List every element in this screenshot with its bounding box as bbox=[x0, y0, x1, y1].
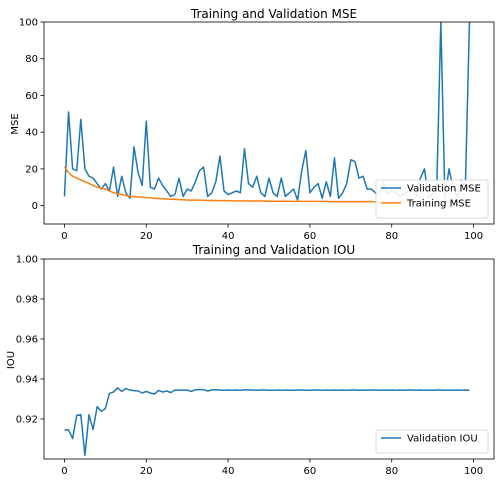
y-tick-label: 20 bbox=[25, 164, 38, 175]
axes-frame bbox=[43, 21, 495, 225]
x-tick-label: 100 bbox=[464, 231, 483, 242]
y-tick-label: 60 bbox=[25, 91, 38, 102]
y-tick-label: 0.98 bbox=[16, 295, 38, 306]
y-tick-label: 1.00 bbox=[16, 255, 38, 266]
axis-ticks: 0 20 40 60 80 100 0.92 0.94 0.96 0.98 1.00 bbox=[16, 255, 483, 478]
y-tick-label: 0.94 bbox=[16, 375, 38, 386]
iou-chart-panel: Training and Validation IOU IOU 0 20 40 60 8… bbox=[6, 243, 495, 478]
legend: Validation IOU bbox=[375, 429, 489, 454]
axes-frame bbox=[43, 258, 495, 460]
y-tick-label: 100 bbox=[19, 18, 38, 29]
x-tick-label: 80 bbox=[385, 466, 398, 477]
chart-title: Training and Validation IOU bbox=[192, 243, 355, 257]
x-tick-label: 20 bbox=[140, 231, 153, 242]
x-tick-label: 60 bbox=[304, 466, 317, 477]
y-axis-label: MSE bbox=[10, 113, 21, 134]
x-tick-label: 0 bbox=[61, 466, 67, 477]
legend-entry: Validation IOU bbox=[407, 434, 478, 445]
x-tick-label: 80 bbox=[385, 231, 398, 242]
x-tick-label: 40 bbox=[222, 466, 235, 477]
y-tick-label: 80 bbox=[25, 54, 38, 65]
x-tick-label: 0 bbox=[61, 231, 67, 242]
chart-title: Training and Validation MSE bbox=[190, 7, 357, 21]
y-tick-label: 0.96 bbox=[16, 335, 38, 346]
legend-frame bbox=[375, 429, 489, 454]
plot-area bbox=[64, 387, 470, 457]
axis-ticks: 0 20 40 60 80 100 0 20 40 60 80 100 bbox=[19, 18, 483, 243]
series-line-validation-iou bbox=[64, 387, 470, 457]
y-tick-label: 0 bbox=[32, 201, 38, 212]
legend-entry: Validation MSE bbox=[407, 184, 481, 195]
y-axis-label: IOU bbox=[6, 351, 17, 369]
y-tick-label: 40 bbox=[25, 128, 38, 139]
legend: Validation MSE Training MSE bbox=[375, 179, 489, 219]
x-tick-label: 100 bbox=[464, 466, 483, 477]
mse-chart-panel: Training and Validation MSE MSE 0 20 40 60 8… bbox=[10, 7, 495, 243]
x-tick-label: 60 bbox=[304, 231, 317, 242]
x-tick-label: 40 bbox=[222, 231, 235, 242]
y-tick-label: 0.92 bbox=[16, 415, 38, 426]
legend-entry: Training MSE bbox=[406, 199, 471, 210]
legend-frame bbox=[375, 179, 489, 219]
x-tick-label: 20 bbox=[140, 466, 153, 477]
